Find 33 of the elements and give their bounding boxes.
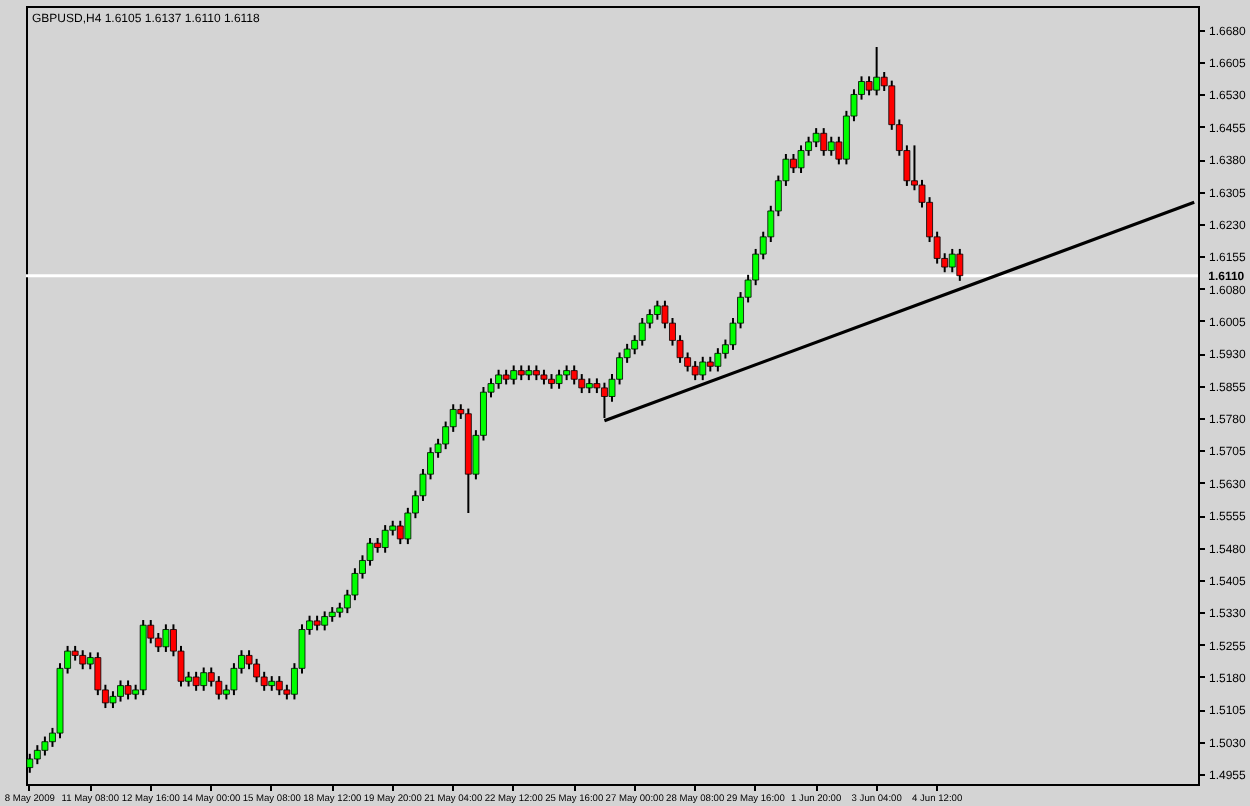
candlestick (275, 675, 283, 697)
candlestick (162, 623, 170, 653)
candlestick (555, 368, 563, 390)
candlestick (570, 364, 578, 386)
candlestick (215, 675, 223, 701)
candlestick (124, 679, 132, 701)
candlestick (653, 299, 661, 321)
candlestick (33, 744, 41, 766)
candlestick (956, 247, 964, 282)
candlestick (117, 679, 124, 703)
candlestick (873, 45, 881, 97)
candlestick (797, 144, 805, 174)
candlestick (578, 373, 586, 395)
candlestick (827, 135, 835, 157)
candlestick (865, 75, 873, 97)
candlestick (691, 360, 699, 382)
candlestick (396, 519, 404, 546)
candlestick (638, 316, 646, 347)
candlestick (321, 610, 329, 632)
candlestick (714, 347, 722, 373)
candlestick (790, 153, 797, 174)
candlestick (948, 247, 956, 274)
candlestick (79, 649, 87, 671)
candlestick (41, 735, 49, 757)
candlestick (812, 127, 820, 149)
candlestick (495, 368, 502, 390)
candlestick (510, 364, 518, 386)
candlestick (192, 670, 200, 692)
candlestick (253, 657, 261, 684)
candlestick (200, 666, 208, 692)
candlestick (381, 524, 389, 554)
candlestick (820, 127, 828, 157)
candlestick (699, 355, 707, 382)
